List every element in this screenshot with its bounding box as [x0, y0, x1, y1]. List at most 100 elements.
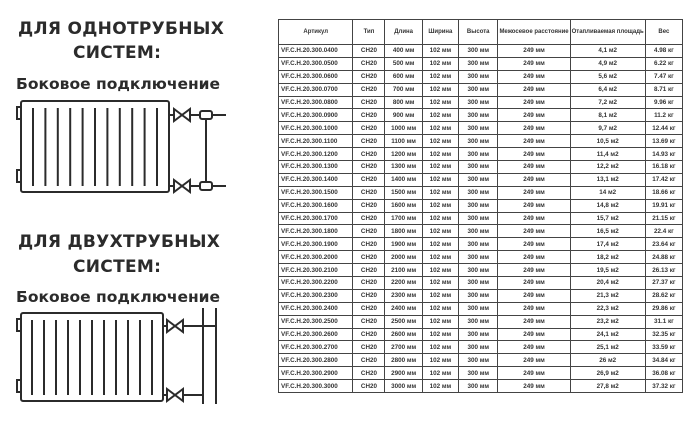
table-cell: 249 мм [497, 224, 571, 239]
table-cell: CH20 [352, 353, 386, 368]
table-cell: 2800 мм [384, 353, 423, 368]
table-cell: 21.15 кг [644, 211, 684, 226]
table-cell: 102 мм [421, 147, 460, 162]
table-cell: VF.C.H.20.300.1700 [277, 211, 354, 226]
table-cell: 102 мм [421, 301, 460, 316]
table-cell: 37.32 кг [644, 379, 684, 394]
one-pipe-subtitle: Боковое подключение [16, 75, 221, 93]
table-cell: 102 мм [421, 69, 460, 84]
table-cell: 11.2 кг [644, 108, 684, 123]
table-cell: 249 мм [497, 301, 571, 316]
table-cell: 1400 мм [384, 172, 423, 187]
table-cell: 249 мм [497, 69, 571, 84]
table-row: VF.C.H.20.300.0900 CH20 900 мм 102 мм 300 мм… [277, 108, 684, 123]
table-cell: 2900 мм [384, 366, 423, 381]
table-cell: 2700 мм [384, 340, 423, 355]
table-cell: 300 мм [458, 263, 499, 278]
table-cell: 11,4 м2 [569, 147, 646, 162]
table-row: VF.C.H.20.300.3000 CH20 3000 мм 102 мм 300 м… [277, 379, 684, 394]
table-cell: 2100 мм [384, 263, 423, 278]
table-cell: 10,5 м2 [569, 134, 646, 149]
table-cell: 300 мм [458, 44, 499, 58]
column-header: Межосевое расстояние [497, 19, 571, 45]
table-cell: VF.C.H.20.300.1100 [277, 134, 354, 149]
table-cell: 14,8 м2 [569, 198, 646, 213]
table-cell: 300 мм [458, 56, 499, 71]
table-cell: 4,9 м2 [569, 56, 646, 71]
table-cell: 102 мм [421, 160, 460, 174]
table-cell: 14.93 кг [644, 147, 684, 162]
table-cell: 102 мм [421, 340, 460, 355]
table-cell: 102 мм [421, 108, 460, 123]
table-cell: CH20 [352, 276, 386, 290]
table-cell: 300 мм [458, 121, 499, 136]
table-row: VF.C.H.20.300.1500 CH20 1500 мм 102 мм 300 м… [277, 185, 684, 200]
table-cell: 1000 мм [384, 121, 423, 136]
table-cell: 8,1 м2 [569, 108, 646, 123]
table-cell: 2600 мм [384, 327, 423, 342]
table-cell: 249 мм [497, 263, 571, 278]
table-cell: 34.84 кг [644, 353, 684, 368]
table-cell: 300 мм [458, 288, 499, 303]
table-cell: VF.C.H.20.300.0900 [277, 108, 354, 123]
table-cell: 102 мм [421, 121, 460, 136]
table-cell: 102 мм [421, 172, 460, 187]
table-cell: VF.C.H.20.300.0800 [277, 95, 354, 110]
table-cell: 1600 мм [384, 198, 423, 213]
table-cell: CH20 [352, 147, 386, 162]
table-cell: 300 мм [458, 134, 499, 149]
table-cell: 2500 мм [384, 314, 423, 329]
table-cell: 300 мм [458, 198, 499, 213]
table-cell: 249 мм [497, 121, 571, 136]
two-pipe-title-line2: СИСТЕМ: [73, 257, 162, 277]
table-row: VF.C.H.20.300.1400 CH20 1400 мм 102 мм 300 м… [277, 172, 684, 187]
table-cell: CH20 [352, 314, 386, 329]
table-cell: 26,9 м2 [569, 366, 646, 381]
table-header-row: Артикул Тип Длина Ширина Высота Межосевое рас… [277, 19, 684, 45]
table-cell: 24,1 м2 [569, 327, 646, 342]
table-cell: 36.08 кг [644, 366, 684, 381]
table-row: VF.C.H.20.300.0600 CH20 600 мм 102 мм 300 мм… [277, 69, 684, 84]
table-cell: 17.42 кг [644, 172, 684, 187]
column-header: Ширина [421, 19, 460, 45]
table-cell: 2200 мм [384, 276, 423, 290]
table-cell: 102 мм [421, 198, 460, 213]
table-row: VF.C.H.20.300.1600 CH20 1600 мм 102 мм 300 м… [277, 198, 684, 213]
table-cell: 19,5 м2 [569, 263, 646, 278]
table-cell: VF.C.H.20.300.1300 [277, 160, 354, 174]
table-cell: CH20 [352, 237, 386, 252]
table-cell: 102 мм [421, 314, 460, 329]
table-cell: CH20 [352, 95, 386, 110]
table-cell: CH20 [352, 172, 386, 187]
table-cell: VF.C.H.20.300.1000 [277, 121, 354, 136]
table-cell: 300 мм [458, 224, 499, 239]
table-cell: 18.66 кг [644, 185, 684, 200]
table-cell: 102 мм [421, 237, 460, 252]
table-cell: VF.C.H.20.300.2300 [277, 288, 354, 303]
table-cell: CH20 [352, 108, 386, 123]
table-cell: CH20 [352, 185, 386, 200]
table-cell: VF.C.H.20.300.0700 [277, 82, 354, 97]
table-cell: 7.47 кг [644, 69, 684, 84]
table-cell: VF.C.H.20.300.2800 [277, 353, 354, 368]
table-cell: 1500 мм [384, 185, 423, 200]
table-row: VF.C.H.20.300.2600 CH20 2600 мм 102 мм 300 м… [277, 327, 684, 342]
table-cell: 300 мм [458, 69, 499, 84]
table-cell: 249 мм [497, 250, 571, 265]
table-cell: 300 мм [458, 366, 499, 381]
table-cell: 102 мм [421, 44, 460, 58]
table-cell: 300 мм [458, 379, 499, 394]
table-cell: 27,8 м2 [569, 379, 646, 394]
table-cell: 500 мм [384, 56, 423, 71]
table-cell: 800 мм [384, 95, 423, 110]
table-cell: VF.C.H.20.300.2400 [277, 301, 354, 316]
table-cell: 21,3 м2 [569, 288, 646, 303]
table-row: VF.C.H.20.300.1000 CH20 1000 мм 102 мм 300 м… [277, 121, 684, 136]
table-cell: 102 мм [421, 288, 460, 303]
table-cell: CH20 [352, 211, 386, 226]
table-cell: 102 мм [421, 185, 460, 200]
table-cell: 300 мм [458, 82, 499, 97]
table-cell: 22.4 кг [644, 224, 684, 239]
table-row: VF.C.H.20.300.0500 CH20 500 мм 102 мм 300 мм… [277, 56, 684, 71]
table-cell: 249 мм [497, 288, 571, 303]
